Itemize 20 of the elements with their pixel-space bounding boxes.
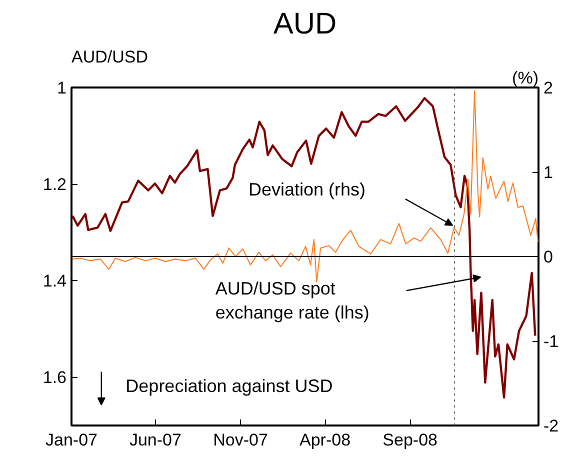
y-tick-label: 1.4 bbox=[42, 272, 67, 291]
x-tick-label: Apr-08 bbox=[300, 430, 351, 450]
annotation: Deviation (rhs) bbox=[248, 180, 366, 200]
chart-title: AUD bbox=[273, 8, 337, 40]
y2-tick-label: 1 bbox=[544, 163, 553, 182]
y-axis-title: AUD/USD bbox=[72, 48, 148, 66]
annotation: Depreciation against USD bbox=[126, 376, 333, 396]
x-tick-label: Nov-07 bbox=[213, 430, 268, 450]
y2-tick-label: 2 bbox=[544, 78, 553, 98]
y2-axis-title: (%) bbox=[512, 68, 539, 88]
y2-tick-label: -1 bbox=[544, 332, 559, 351]
y-tick-label: 1.6 bbox=[42, 368, 67, 388]
y-tick-label: 1 bbox=[57, 78, 67, 98]
y2-tick-label: 0 bbox=[544, 248, 553, 266]
x-tick-label: Jun-07 bbox=[129, 430, 182, 450]
y-tick-label: 1.2 bbox=[42, 175, 67, 194]
y2-tick-label: -2 bbox=[544, 416, 559, 436]
x-tick-label: Jan-07 bbox=[46, 430, 98, 450]
x-tick-label: Sep-08 bbox=[382, 430, 438, 450]
annotation: AUD/USD spot exchange rate (lhs) bbox=[215, 278, 370, 322]
